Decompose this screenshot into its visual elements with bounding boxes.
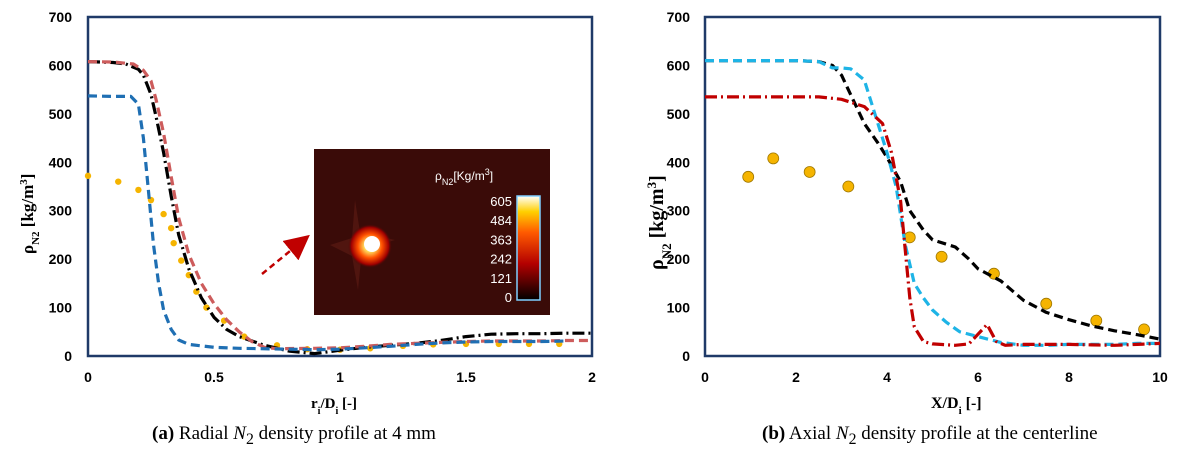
chart-b-x-tick-label: 0 bbox=[701, 369, 709, 385]
chart-b-x-tick-label: 6 bbox=[974, 369, 982, 385]
chart-a-y-axis-title: ρN2 [kg/m3] bbox=[18, 174, 42, 254]
chart-b-y-tick-label: 300 bbox=[667, 203, 691, 219]
inset-colorbar-tick-label: 484 bbox=[490, 213, 512, 228]
inset-colorbar-tick-label: 121 bbox=[490, 271, 512, 286]
chart-a-series-experiment-point bbox=[84, 172, 92, 180]
inset-background bbox=[314, 149, 550, 315]
chart-a-series-experiment-point bbox=[135, 186, 142, 194]
chart-a-x-tick-label: 1.5 bbox=[456, 369, 476, 385]
chart-a-series-experiment-point bbox=[160, 210, 167, 218]
chart-b-series-experiment-point bbox=[767, 152, 780, 165]
chart-a-y-tick-label: 600 bbox=[49, 57, 73, 73]
chart-b-y-tick-label: 200 bbox=[667, 251, 691, 267]
chart-a-series-experiment-point bbox=[178, 257, 185, 264]
inset-colorbar-labels: 605 484 363 242 121 0 bbox=[490, 194, 512, 305]
chart-b-x-axis-title: X/Di [-] bbox=[931, 395, 982, 417]
chart-a-axis-ticks: 0 100 200 300 400 500 600 700 0 0.5 1 1.5 2 bbox=[49, 9, 596, 385]
chart-a-y-tick-label: 300 bbox=[49, 203, 73, 219]
chart-b-y-tick-label: 0 bbox=[682, 348, 690, 364]
inset-hotspot bbox=[330, 200, 395, 290]
chart-b-series-experiment-point bbox=[903, 231, 916, 244]
chart-a-x-tick-label: 2 bbox=[588, 369, 596, 385]
chart-b-caption: (b) Axial N2 density profile at the cent… bbox=[762, 423, 1098, 448]
chart-b-y-tick-label: 100 bbox=[667, 300, 691, 316]
chart-a-y-tick-label: 700 bbox=[49, 9, 73, 25]
chart-a-series-experiment-point bbox=[115, 178, 122, 185]
chart-a-series-experiment-point bbox=[170, 239, 177, 247]
chart-a-y-tick-label: 200 bbox=[49, 251, 73, 267]
chart-a-series-matheis-j-et-al-pr-eos-line bbox=[87, 60, 592, 356]
chart-b-x-tick-label: 8 bbox=[1065, 369, 1073, 385]
chart-a-x-tick-label: 1 bbox=[336, 369, 344, 385]
chart-b-series-experiment-point bbox=[1090, 314, 1103, 327]
chart-b-series-experiment-point bbox=[803, 166, 816, 178]
chart-b-x-tick-label: 4 bbox=[883, 369, 891, 385]
chart-a-series bbox=[84, 60, 592, 356]
chart-b-axis-ticks: 0 100 200 300 400 500 600 700 0 2 4 6 8 10 bbox=[667, 9, 1168, 385]
chart-a-y-tick-label: 100 bbox=[49, 300, 73, 316]
chart-a-y-tick-label: 500 bbox=[49, 106, 73, 122]
chart-b-series bbox=[705, 59, 1161, 347]
chart-a-x-tick-label: 0 bbox=[84, 369, 92, 385]
inset-colorbar-tick-label: 242 bbox=[490, 252, 512, 267]
chart-b-x-tick-label: 2 bbox=[792, 369, 800, 385]
chart-b-y-tick-label: 600 bbox=[667, 57, 691, 73]
chart-b-series-rfm-srk-eos-line bbox=[705, 95, 1161, 347]
inset-colorbar-tick-label: 605 bbox=[490, 194, 512, 209]
chart-a-x-tick-label: 0.5 bbox=[204, 369, 224, 385]
inset-colorbar-tick-label: 0 bbox=[505, 290, 512, 305]
chart-b-series-experiment-point bbox=[742, 170, 755, 183]
inset-colorbar bbox=[516, 195, 541, 301]
chart-b-y-tick-label: 400 bbox=[667, 154, 691, 170]
inset-colorbar-tick-label: 363 bbox=[490, 232, 512, 247]
chart-a-series-experiment-point bbox=[167, 224, 175, 232]
inset-colorbar-title: ρN2[Kg/m3] bbox=[435, 167, 493, 187]
chart-a: 0 100 200 300 400 500 600 700 0 0.5 1 1.5 2 ρN2[Kg/m… bbox=[18, 9, 596, 417]
chart-b-y-axis-title: ρN2 [kg/m3] bbox=[644, 175, 674, 270]
chart-b-series-rfm-pr-eos-line bbox=[705, 59, 1160, 347]
chart-a-y-tick-label: 0 bbox=[64, 348, 72, 364]
chart-b-x-tick-label: 10 bbox=[1152, 369, 1168, 385]
chart-b-series-experiment-point bbox=[1040, 297, 1053, 310]
chart-b-y-tick-label: 700 bbox=[667, 9, 691, 25]
chart-a-inset-image: ρN2[Kg/m3] 605 484 363 242 121 0 bbox=[314, 149, 550, 315]
chart-a-x-axis-title: ri/Di [-] bbox=[311, 396, 357, 417]
chart-b-plot-frame bbox=[703, 15, 1162, 358]
chart-a-series-experiment-point bbox=[185, 271, 192, 279]
chart-b-series-experiment-point bbox=[935, 250, 948, 263]
chart-a-caption: (a) Radial N2 density profile at 4 mm bbox=[152, 423, 436, 448]
chart-a-series-rfm-srk-eos-line bbox=[87, 94, 567, 352]
chart-b-series-experiment-point bbox=[1138, 323, 1150, 336]
chart-a-y-tick-label: 400 bbox=[49, 154, 73, 170]
chart-b-y-tick-label: 500 bbox=[667, 106, 691, 122]
chart-b-series-experiment-point bbox=[842, 180, 855, 193]
chart-b: 0 100 200 300 400 500 600 700 0 2 4 6 8 10 ρN2 [kg/m3… bbox=[644, 9, 1168, 417]
